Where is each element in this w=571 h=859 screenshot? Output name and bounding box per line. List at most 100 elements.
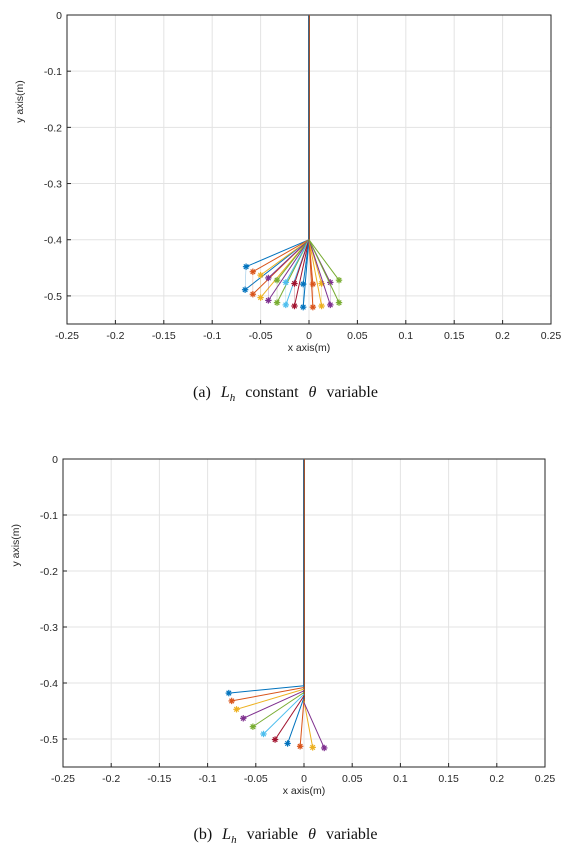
chart-a-series-10-marker: [318, 302, 325, 310]
caption-b-word1: variable: [246, 826, 299, 843]
chart-a-series-4-line: [267, 239, 310, 301]
chart-b-series-5: [249, 692, 305, 730]
chart-a-series-5-marker: [273, 299, 281, 306]
chart-b-xtick-label: -0.1: [199, 773, 217, 785]
chart-a-series-12-marker: [335, 299, 343, 306]
chart-b-series-11: [303, 702, 328, 752]
chart-a-series-11-marker: [327, 301, 334, 309]
chart-b-xtick-label: 0.25: [535, 773, 556, 785]
chart-b-series-7-marker: [271, 736, 279, 743]
chart-b-series-1-marker-stroke: [226, 690, 232, 696]
chart-b-xtick-label: -0.25: [51, 773, 75, 785]
chart-b-xtick-label: 0: [301, 773, 307, 785]
caption-a-symbol: L: [220, 384, 230, 401]
chart-b-series-2: [228, 686, 305, 705]
chart-b-series-9-marker-stroke: [297, 743, 303, 749]
chart-a-series-9-marker: [309, 280, 317, 288]
chart-a-plot-area: [241, 15, 343, 311]
chart-a-series-3-marker-stroke: [257, 272, 264, 278]
chart-b-plot-area: [225, 459, 328, 752]
chart-b-series-1-marker: [225, 689, 233, 697]
caption-a-word2: variable: [326, 384, 378, 401]
chart-a-ytick-label: -0.2: [44, 122, 62, 134]
caption-a-label: (a): [193, 384, 211, 401]
chart-b-series-11-line: [303, 702, 325, 749]
chart-a-series-9-line: [308, 239, 314, 308]
caption-b-label: (b): [193, 826, 213, 843]
chart-a-series-4-marker-stroke: [265, 297, 272, 304]
chart-a-series-12: [308, 239, 343, 306]
chart-a-series-9: [308, 239, 317, 311]
chart-a-series-8: [299, 239, 310, 311]
chart-a-xtick-label: 0.1: [398, 330, 413, 342]
chart-b-series-9-line: [299, 699, 305, 747]
chart-a-ytick-label: -0.1: [44, 66, 62, 78]
chart-b-series-6-line: [263, 693, 305, 735]
chart-a-series-7-marker: [291, 280, 298, 287]
chart-a-series-6-marker-stroke: [283, 279, 289, 286]
chart-a-series-7-marker-stroke: [291, 303, 298, 309]
chart-b-series-3: [233, 688, 305, 713]
chart-a-series-12-marker: [335, 276, 343, 284]
chart-a-series-3-marker: [257, 271, 264, 279]
chart-b-series-1: [225, 685, 305, 697]
chart-a-series-10-marker-stroke: [318, 303, 325, 309]
chart-b-series-3-marker-stroke: [233, 706, 240, 712]
chart-a-series-1-marker: [242, 263, 250, 270]
chart-b-series-4-marker: [240, 715, 247, 722]
chart-a-ytick-label: -0.4: [44, 235, 62, 247]
chart-b-series-10-line: [303, 700, 314, 748]
chart-a-series-5-marker: [273, 276, 281, 284]
chart-b-series-4-line: [243, 690, 305, 719]
chart-a-series-3-line: [260, 239, 310, 276]
chart-a-series-5-marker-stroke: [274, 299, 280, 306]
chart-a-series-11-marker-stroke: [327, 302, 333, 308]
chart-b: -0.25 -0.2 -0.15 -0.1 -0.05 0 0.05 0.1 0.15 0.2 0.…: [10, 454, 556, 797]
caption-b-subscript: h: [231, 834, 237, 846]
chart-b-xtick-label: 0.05: [342, 773, 363, 785]
chart-a-series-4-marker: [265, 297, 272, 304]
chart-a-series-4: [265, 239, 310, 304]
chart-a-series-7-line: [294, 239, 310, 284]
caption-a-word1: constant: [245, 384, 299, 401]
chart-a-xtick-label: -0.2: [106, 330, 124, 342]
chart-b-series-10-marker-stroke: [310, 744, 316, 751]
chart-a-series-8-marker-stroke: [300, 281, 306, 287]
chart-b-ytick-label: -0.5: [40, 734, 58, 746]
caption-b-theta: θ: [308, 826, 316, 843]
chart-a-series-9-marker-stroke: [310, 304, 316, 310]
chart-a-series-4-line: [268, 239, 310, 279]
chart-b-ytick-label: -0.2: [40, 566, 58, 578]
chart-b-series-9-marker: [296, 743, 304, 750]
chart-b-series-6-marker: [260, 730, 267, 738]
chart-a-series-6-line: [285, 239, 310, 283]
chart-a-series-5-line: [276, 239, 310, 281]
chart-a-ytick-label: 0: [56, 10, 62, 22]
chart-b-series-8-marker-stroke: [284, 740, 291, 747]
chart-a-series-2-marker-stroke: [250, 291, 256, 297]
chart-b-series-7-line: [274, 695, 305, 740]
caption-a: (a) Lh constant θ variable: [0, 384, 571, 404]
chart-b-series-6: [260, 693, 305, 738]
chart-a-series-2-line: [252, 239, 310, 273]
chart-a-series-12-marker-stroke: [336, 299, 342, 306]
chart-a-series-8-marker: [299, 303, 307, 311]
chart-b-ytick-label: -0.4: [40, 678, 58, 690]
chart-a-xtick-label: -0.1: [203, 330, 221, 342]
chart-b-grid: [62, 458, 546, 767]
chart-b-series-9: [296, 699, 305, 750]
chart-a-series-2-marker: [249, 268, 257, 275]
chart-b-xtick-label: 0.1: [393, 773, 408, 785]
chart-b-series-1-line: [228, 685, 305, 694]
chart-a-xtick-label: -0.25: [55, 330, 79, 342]
chart-a-series-2-marker-stroke: [250, 269, 256, 275]
chart-a-series-9-marker-stroke: [310, 281, 316, 287]
chart-b-ytick-label: -0.1: [40, 510, 58, 522]
chart-b-xaxis-label: x axis(m): [283, 785, 326, 797]
chart-b-series-4: [240, 690, 305, 722]
chart-b-xtick-label: -0.15: [147, 773, 171, 785]
chart-a-series-5-marker-stroke: [274, 277, 280, 283]
chart-b-series-6-marker-stroke: [260, 731, 267, 737]
caption-b-symbol: L: [222, 826, 232, 843]
chart-b-series-10: [303, 700, 316, 751]
